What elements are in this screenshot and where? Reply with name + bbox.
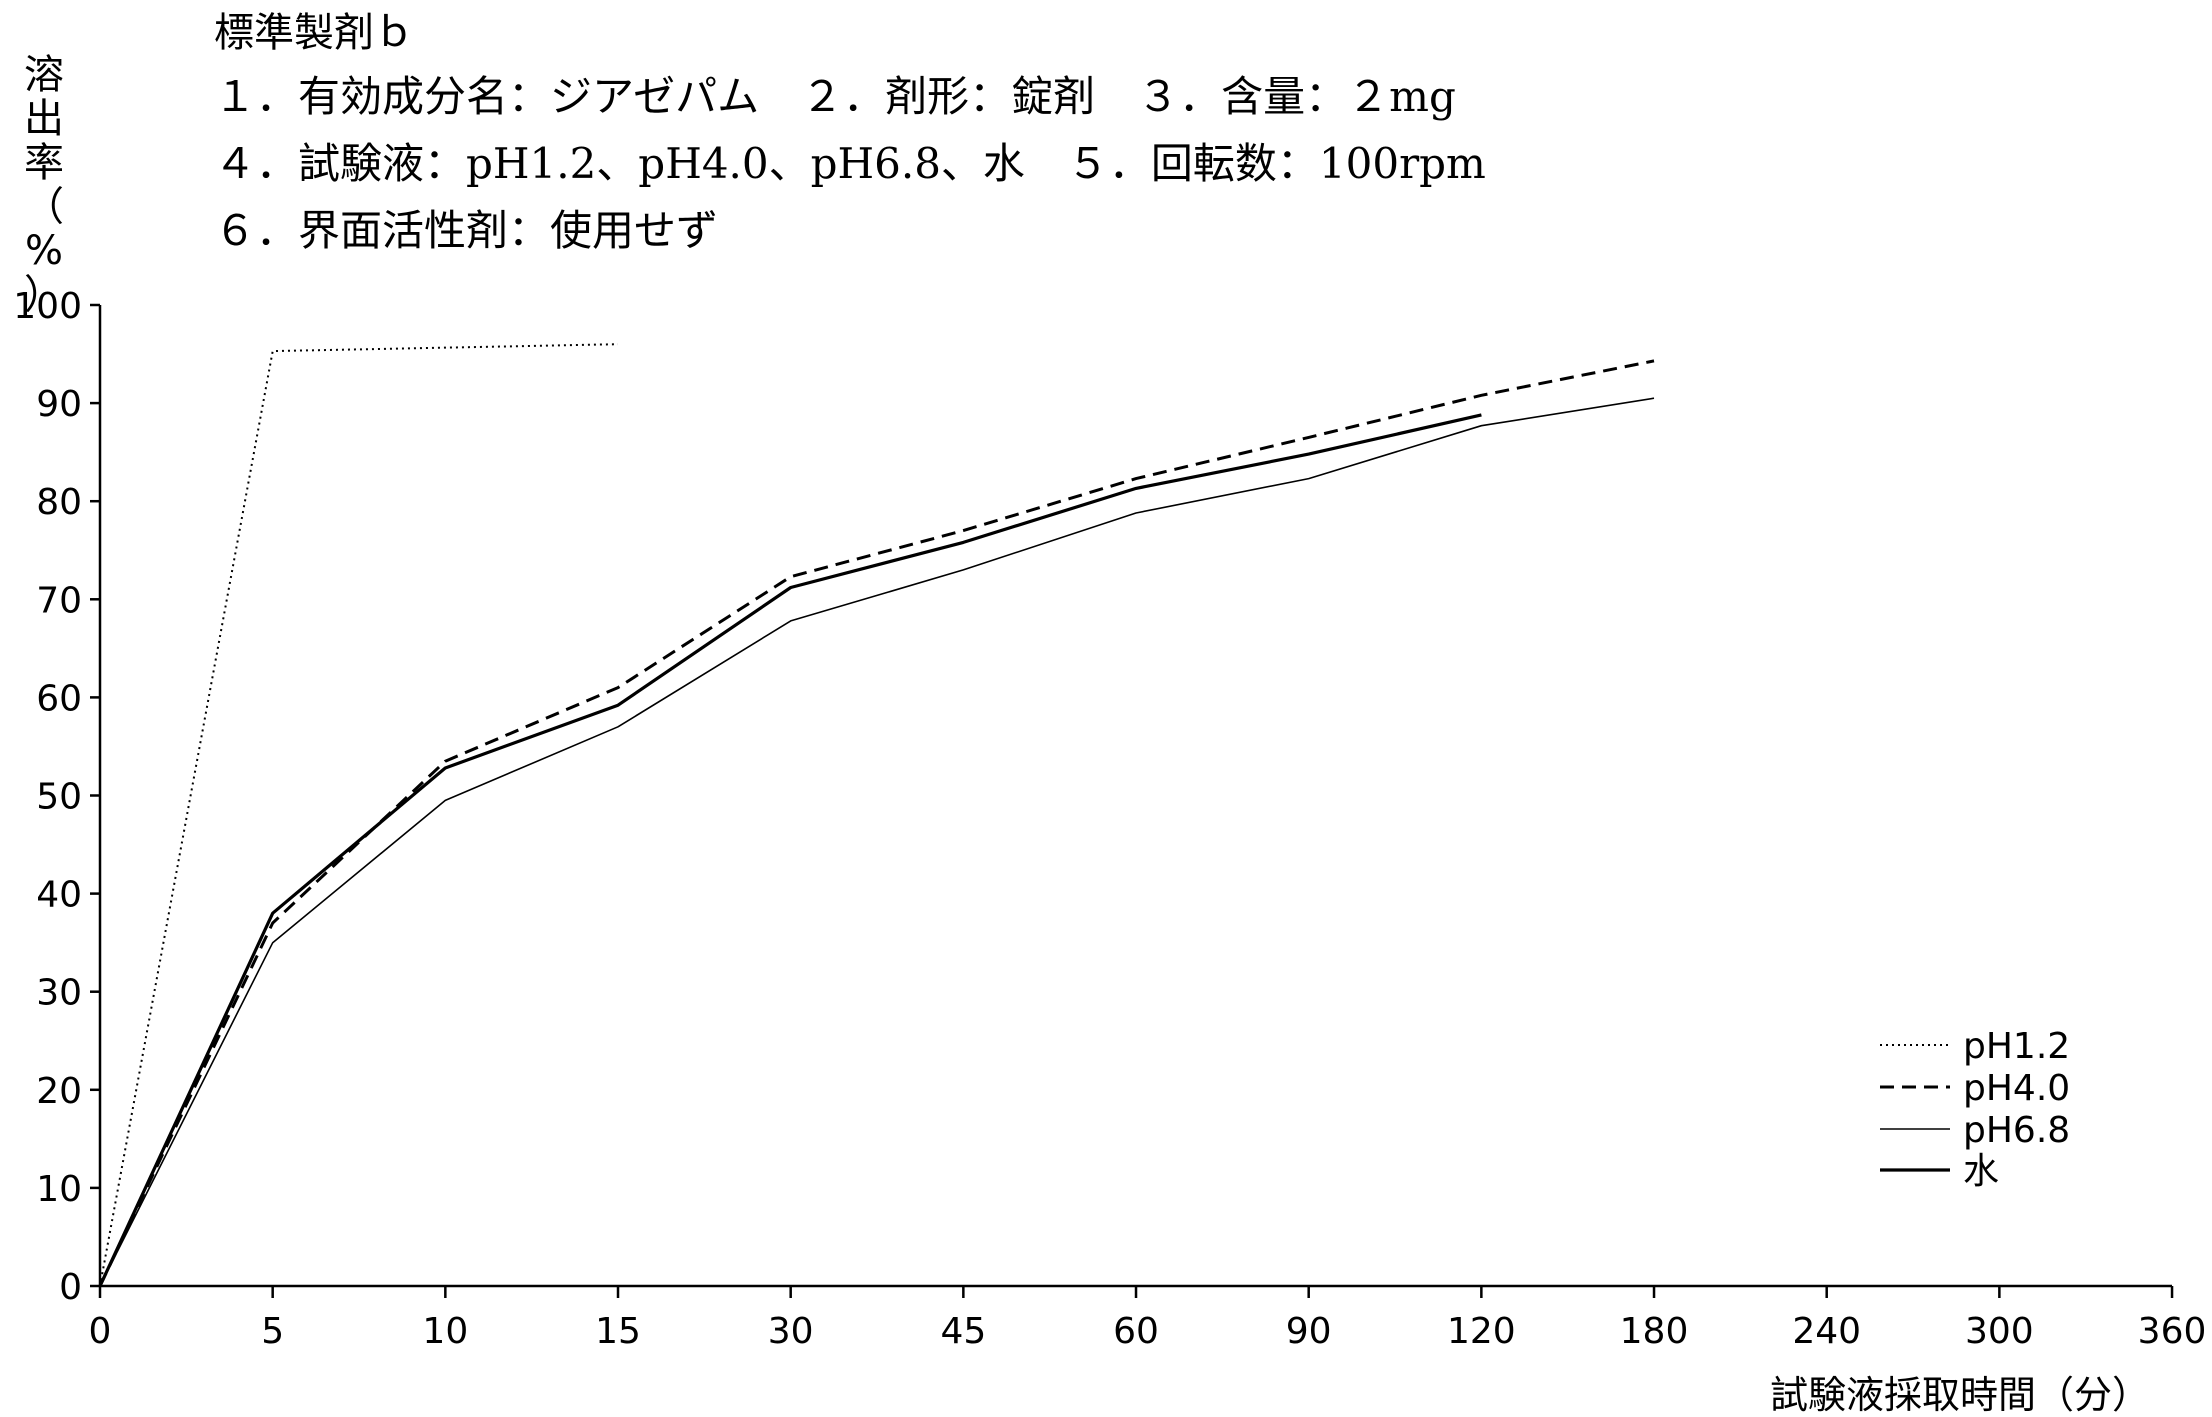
y-tick-label: 90 bbox=[36, 384, 82, 425]
series-line-2 bbox=[98, 359, 1655, 1287]
y-tick-label: 20 bbox=[36, 1071, 82, 1112]
info-line-3: ６．界面活性剤：使用せず bbox=[214, 206, 718, 255]
x-axis-label: 試験液採取時間（分） bbox=[1770, 1373, 2150, 1417]
y-tick-label: 50 bbox=[36, 777, 82, 818]
x-tick-label: 15 bbox=[595, 1311, 641, 1352]
series-line-3 bbox=[99, 397, 1655, 1287]
y-tick-label: 100 bbox=[13, 286, 82, 327]
legend-label: pH1.2 bbox=[1963, 1026, 2070, 1067]
chart-title: 標準製剤ｂ bbox=[214, 10, 414, 56]
legend-label: 水 bbox=[1963, 1151, 1999, 1192]
legend-label: pH6.8 bbox=[1963, 1110, 2070, 1151]
y-axis-label-text: 溶出率（%） bbox=[24, 52, 64, 318]
x-tick-label: 0 bbox=[89, 1311, 112, 1352]
x-tick-label: 30 bbox=[768, 1311, 814, 1352]
x-tick-label: 120 bbox=[1447, 1311, 1516, 1352]
x-tick-label: 240 bbox=[1792, 1311, 1861, 1352]
y-tick-label: 60 bbox=[36, 678, 82, 719]
info-line-1: １．有効成分名：ジアゼパム ２．剤形：錠剤 ３．含量：２mg bbox=[214, 72, 1456, 121]
x-tick-label: 5 bbox=[261, 1311, 284, 1352]
y-tick-label: 10 bbox=[36, 1169, 82, 1210]
y-tick-label: 0 bbox=[59, 1267, 82, 1308]
y-tick-label: 80 bbox=[36, 482, 82, 523]
x-tick-label: 90 bbox=[1286, 1311, 1332, 1352]
x-tick-label: 45 bbox=[940, 1311, 986, 1352]
y-axis-label: 溶出率（%） bbox=[24, 52, 64, 318]
series-lines bbox=[98, 343, 1655, 1287]
chart-info-lines: １．有効成分名：ジアゼパム ２．剤形：錠剤 ３．含量：２mg ４．試験液：pH1.… bbox=[214, 72, 1486, 255]
info-line-2: ４．試験液：pH1.2、pH4.0、pH6.8、水 ５．回転数：100rpm bbox=[214, 139, 1486, 188]
x-ticks: 0 5 10 15 30 45 60 90 120 180 240 300 360 bbox=[89, 1286, 2207, 1352]
series-line-4 bbox=[98, 413, 1482, 1287]
x-tick-label: 360 bbox=[2138, 1311, 2207, 1352]
y-ticks: 0 10 20 30 40 50 60 70 80 90 100 bbox=[13, 286, 100, 1308]
x-tick-label: 10 bbox=[422, 1311, 468, 1352]
x-tick-label: 180 bbox=[1620, 1311, 1689, 1352]
y-tick-label: 30 bbox=[36, 973, 82, 1014]
legend-label: pH4.0 bbox=[1963, 1068, 2070, 1109]
x-tick-label: 300 bbox=[1965, 1311, 2034, 1352]
y-tick-label: 40 bbox=[36, 875, 82, 916]
x-tick-label: 60 bbox=[1113, 1311, 1159, 1352]
y-tick-label: 70 bbox=[36, 580, 82, 621]
series-line-1 bbox=[99, 343, 619, 1287]
